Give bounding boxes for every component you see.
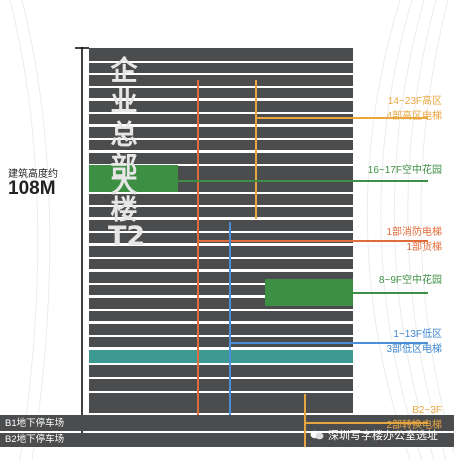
watermark: 深圳写字楼办公室选址 [310,427,438,443]
low-zone-elevator-line [229,222,231,415]
floor-band [89,311,353,321]
basement-b2-band [0,433,454,447]
floor-band [89,63,353,73]
floor-band [89,88,353,98]
watermark-text: 深圳写字楼办公室选址 [328,430,438,442]
teal-transfer-floor [89,350,353,363]
floor-band [89,140,353,150]
sky-garden-16-17f [89,165,178,192]
basement-b1-band [0,415,454,431]
floor-band [89,379,353,391]
wechat-icon [310,430,324,440]
floor-band [89,285,353,295]
sky-garden-8-9f [265,279,353,306]
tower-name-char: 大 [110,168,138,199]
low-zone-label: 1~13F低区 [393,329,442,340]
floor-band [89,220,353,231]
transfer-elevator-line [304,394,306,447]
tower-name-char: 楼 [110,195,138,226]
floor-band [89,101,353,112]
transfer-leader-line [304,422,428,424]
tower-name-char: 业 [110,87,138,118]
floor-band [89,75,353,86]
sky-garden-high-label: 16~17F空中花园 [367,165,442,176]
tower-name-char: T2 [108,221,146,252]
sky-garden-mid-leader-line [353,292,428,294]
tower-name-char: 企 [110,56,138,87]
floor-band [89,272,353,283]
floor-band [89,298,353,309]
sky-garden-high-leader-line [178,180,428,182]
freight-elevator-label: 1部货梯 [406,242,442,253]
basement-b1-label: B1地下停车场 [5,418,65,429]
floor-band [89,114,353,124]
floor-band [89,207,353,217]
fire-elevator-line [197,80,199,415]
floor-band [89,153,353,164]
floor-band [89,233,353,243]
high-zone-leader-line [255,117,428,119]
floor-band [89,194,353,205]
height-axis-bracket [75,47,89,447]
building-height-caption: 建筑高度约 [8,169,58,180]
low-zone-leader-line [229,342,428,344]
floor-band [89,259,353,269]
floor-band [89,127,353,138]
floor-band [89,48,353,61]
low-zone-elevator-label: 3部低区电梯 [386,344,442,355]
tower-name-char: 总 [110,120,138,151]
fire-elevator-leader-line [197,240,428,242]
sky-garden-mid-label: 8~9F空中花园 [378,275,442,286]
high-zone-elevator-line [255,80,257,219]
building-height-value: 108M [8,178,56,199]
floor-band [89,337,353,347]
floor-band [89,393,353,413]
transfer-zone-label: B2~3F [412,405,442,416]
tower-name-char: 部 [110,152,138,183]
floor-band [89,246,353,257]
transfer-elevator-label: 2部转换电梯 [386,420,442,431]
fire-elevator-label: 1部消防电梯 [386,227,442,238]
high-zone-label: 14~23F高区 [387,96,442,107]
floor-band [89,324,353,335]
high-zone-elevator-label: 4部高区电梯 [386,111,442,122]
floor-band [89,365,353,377]
basement-b2-label: B2地下停车场 [5,434,65,445]
